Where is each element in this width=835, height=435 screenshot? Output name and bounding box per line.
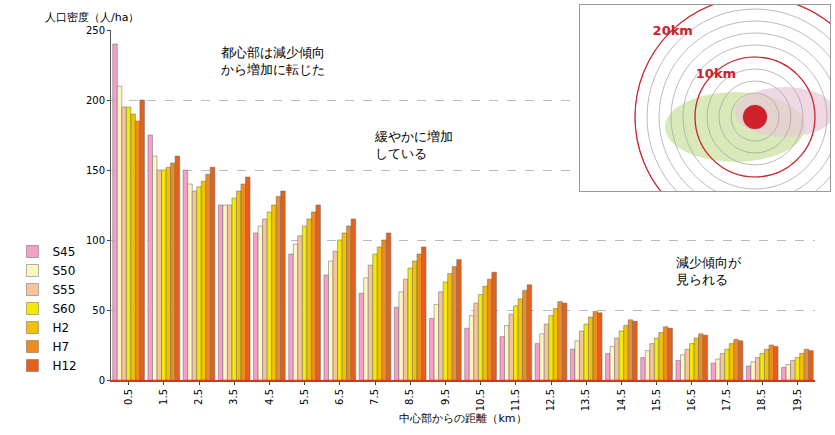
svg-text:0.5: 0.5 <box>123 389 134 405</box>
svg-text:減少傾向が見られる: 減少傾向が見られる <box>676 255 742 287</box>
svg-text:7.5: 7.5 <box>369 389 380 405</box>
svg-text:8.5: 8.5 <box>404 389 415 405</box>
svg-text:緩やかに増加している: 緩やかに増加している <box>374 129 453 161</box>
svg-text:S50: S50 <box>52 264 75 278</box>
svg-text:200: 200 <box>86 95 105 106</box>
svg-text:H2: H2 <box>52 321 69 335</box>
svg-text:100: 100 <box>86 235 105 246</box>
svg-text:19.5: 19.5 <box>792 389 803 411</box>
svg-text:0: 0 <box>99 375 105 386</box>
svg-text:6.5: 6.5 <box>334 389 345 405</box>
svg-text:S55: S55 <box>52 283 75 297</box>
svg-text:1.5: 1.5 <box>158 389 169 405</box>
svg-text:10km: 10km <box>696 66 736 81</box>
svg-text:都心部は減少傾向から増加に転じた: 都心部は減少傾向から増加に転じた <box>221 45 325 77</box>
svg-text:4.5: 4.5 <box>264 389 275 405</box>
svg-text:12.5: 12.5 <box>545 389 556 411</box>
svg-text:9.5: 9.5 <box>440 389 451 405</box>
svg-text:3.5: 3.5 <box>228 389 239 405</box>
svg-text:H7: H7 <box>52 340 69 354</box>
svg-text:2.5: 2.5 <box>193 389 204 405</box>
svg-text:17.5: 17.5 <box>721 389 732 411</box>
svg-text:H12: H12 <box>52 359 76 373</box>
svg-text:中心部からの距離（km）: 中心部からの距離（km） <box>399 412 526 425</box>
svg-text:11.5: 11.5 <box>510 389 521 411</box>
svg-text:人口密度（人/ha）: 人口密度（人/ha） <box>45 11 139 24</box>
svg-text:S60: S60 <box>52 302 75 316</box>
svg-text:150: 150 <box>86 165 105 176</box>
svg-text:250: 250 <box>86 25 105 36</box>
svg-text:50: 50 <box>92 305 105 316</box>
svg-text:5.5: 5.5 <box>299 389 310 405</box>
svg-text:14.5: 14.5 <box>616 389 627 411</box>
svg-text:16.5: 16.5 <box>686 389 697 411</box>
svg-text:18.5: 18.5 <box>756 389 767 411</box>
svg-text:13.5: 13.5 <box>580 389 591 411</box>
svg-text:S45: S45 <box>52 245 75 259</box>
svg-text:20km: 20km <box>653 23 693 38</box>
svg-text:10.5: 10.5 <box>475 389 486 411</box>
svg-text:15.5: 15.5 <box>651 389 662 411</box>
